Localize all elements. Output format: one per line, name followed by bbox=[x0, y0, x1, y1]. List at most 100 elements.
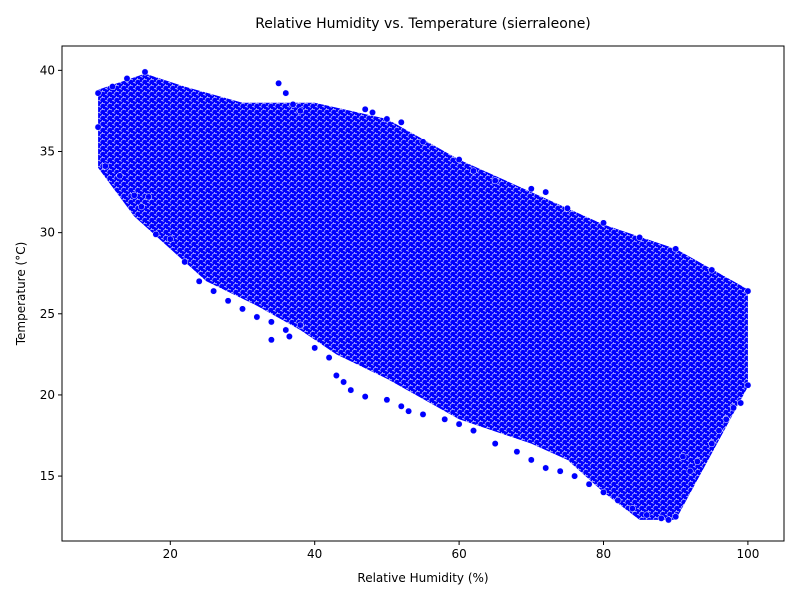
data-point bbox=[130, 191, 138, 199]
data-point bbox=[181, 258, 189, 266]
data-point bbox=[665, 516, 672, 524]
x-tick-label: 60 bbox=[451, 547, 466, 561]
data-point bbox=[628, 505, 636, 512]
data-point bbox=[643, 511, 651, 519]
x-tick-label: 80 bbox=[596, 547, 611, 561]
data-point bbox=[145, 193, 153, 201]
data-point bbox=[123, 75, 131, 82]
data-point bbox=[419, 410, 427, 418]
data-point bbox=[195, 277, 203, 285]
data-point bbox=[347, 386, 355, 394]
x-axis-label: Relative Humidity (%) bbox=[357, 571, 488, 585]
data-point bbox=[614, 496, 622, 504]
data-point bbox=[296, 321, 304, 329]
data-point bbox=[141, 68, 149, 76]
data-point bbox=[556, 467, 564, 475]
data-point bbox=[109, 83, 116, 91]
data-point bbox=[369, 109, 376, 116]
data-point bbox=[275, 79, 283, 87]
data-point bbox=[491, 440, 499, 448]
data-point bbox=[636, 234, 644, 241]
point-cloud bbox=[98, 73, 748, 520]
data-point bbox=[332, 372, 340, 379]
data-point bbox=[285, 333, 293, 340]
data-point bbox=[527, 185, 535, 193]
data-point bbox=[600, 219, 607, 227]
data-point bbox=[491, 177, 499, 185]
data-point bbox=[166, 235, 174, 243]
data-point bbox=[282, 89, 290, 97]
data-point bbox=[383, 115, 391, 123]
data-point bbox=[267, 336, 275, 344]
data-point bbox=[397, 402, 405, 410]
data-point bbox=[470, 427, 477, 435]
y-tick-label: 15 bbox=[40, 469, 55, 483]
data-point bbox=[527, 456, 535, 464]
y-tick-label: 40 bbox=[40, 63, 55, 77]
data-point bbox=[282, 326, 290, 334]
data-point bbox=[513, 448, 521, 456]
data-point bbox=[708, 440, 716, 448]
x-tick-label: 20 bbox=[163, 547, 178, 561]
chart-title: Relative Humidity vs. Temperature (sierr… bbox=[255, 16, 591, 32]
data-point bbox=[563, 204, 571, 212]
data-point bbox=[253, 313, 261, 321]
data-point bbox=[419, 138, 427, 146]
data-point bbox=[737, 399, 745, 407]
data-point bbox=[744, 381, 752, 389]
y-tick-label: 20 bbox=[40, 388, 55, 402]
data-point bbox=[672, 245, 680, 253]
data-point bbox=[101, 162, 109, 170]
data-point bbox=[715, 427, 723, 435]
data-point bbox=[137, 203, 145, 211]
data-point bbox=[441, 415, 449, 423]
data-point bbox=[730, 404, 737, 412]
data-point bbox=[397, 118, 405, 126]
data-point bbox=[361, 393, 369, 401]
data-point bbox=[708, 266, 716, 274]
data-point bbox=[383, 396, 391, 404]
data-point bbox=[224, 297, 232, 305]
x-tick-label: 100 bbox=[736, 547, 759, 561]
x-tick-label: 40 bbox=[307, 547, 322, 561]
plot-area bbox=[94, 68, 752, 524]
data-point bbox=[571, 472, 579, 480]
data-point bbox=[340, 378, 348, 386]
y-tick-label: 30 bbox=[40, 226, 55, 240]
y-axis: 15 20 25 30 35 40 bbox=[40, 63, 62, 483]
data-point bbox=[542, 188, 550, 196]
data-point bbox=[152, 230, 160, 238]
data-point bbox=[722, 415, 730, 423]
data-point bbox=[289, 100, 297, 108]
data-point bbox=[361, 105, 369, 113]
data-point bbox=[672, 513, 680, 521]
data-point bbox=[693, 458, 701, 465]
data-point bbox=[744, 287, 752, 295]
data-point bbox=[455, 156, 463, 164]
data-point bbox=[405, 407, 413, 415]
data-point bbox=[600, 488, 607, 496]
data-point bbox=[267, 318, 275, 326]
data-point bbox=[585, 480, 593, 488]
plot-frame bbox=[61, 45, 785, 542]
y-axis-label: Temperature (°C) bbox=[14, 242, 28, 347]
data-point bbox=[470, 167, 477, 175]
x-axis: 20 40 60 80 100 bbox=[163, 541, 759, 561]
data-point bbox=[296, 107, 304, 115]
data-point bbox=[455, 420, 463, 428]
data-point bbox=[94, 123, 102, 131]
data-point bbox=[311, 344, 319, 352]
data-point bbox=[679, 453, 687, 461]
data-point bbox=[325, 354, 333, 362]
data-point bbox=[542, 464, 550, 472]
data-point bbox=[116, 172, 124, 180]
data-point bbox=[686, 467, 694, 475]
data-point bbox=[210, 287, 218, 295]
data-point bbox=[94, 89, 102, 97]
data-point bbox=[239, 305, 246, 313]
data-point bbox=[657, 514, 665, 522]
y-tick-label: 35 bbox=[40, 144, 55, 158]
y-tick-label: 25 bbox=[40, 307, 55, 321]
